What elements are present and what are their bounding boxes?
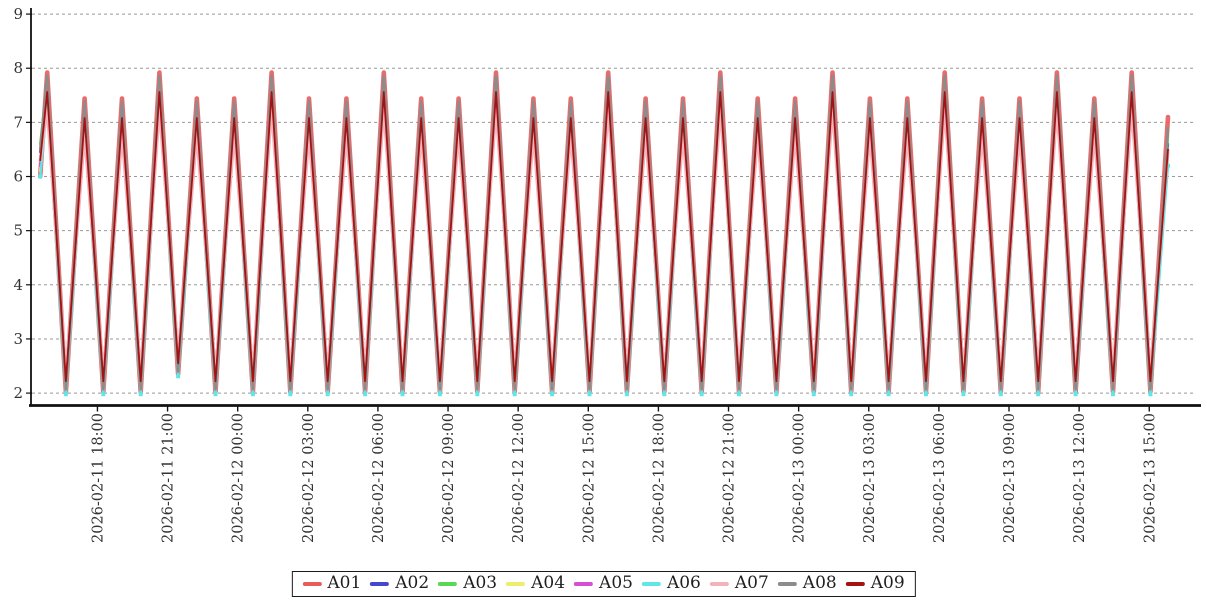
data-point-marker <box>886 392 891 397</box>
legend-line-swatch <box>302 581 322 586</box>
legend-line-swatch <box>574 581 594 586</box>
data-point-marker <box>213 392 218 397</box>
legend-item-a07: A07 <box>709 573 769 593</box>
x-tick-label: 2026-02-13 06:00 <box>932 413 948 543</box>
y-tick-label: 5 <box>13 222 23 240</box>
x-tick-label: 2026-02-12 00:00 <box>231 413 247 543</box>
legend-label: A05 <box>599 573 633 593</box>
data-point-marker <box>998 392 1003 397</box>
y-tick-labels: 2 3 4 5 6 7 8 9 <box>13 5 23 402</box>
legend-label: A01 <box>327 573 362 593</box>
legend-item-a03: A03 <box>438 575 497 592</box>
data-point-marker <box>1036 392 1041 397</box>
x-tick-label: 2026-02-13 00:00 <box>792 413 808 543</box>
data-point-marker <box>512 392 517 397</box>
data-point-marker <box>849 392 854 397</box>
data-point-marker <box>774 392 779 397</box>
data-point-marker <box>63 392 68 397</box>
legend-label: A02 <box>395 573 430 593</box>
legend-label: A04 <box>531 573 566 593</box>
x-tick-label: 2026-02-11 18:00 <box>90 413 106 543</box>
data-point-marker <box>363 392 368 397</box>
data-point-marker <box>699 392 704 397</box>
data-point-marker <box>737 392 741 397</box>
x-tick-label: 2026-02-12 09:00 <box>441 413 457 543</box>
x-tick-label: 2026-02-13 03:00 <box>862 413 878 543</box>
series-line-a09 <box>39 91 1169 383</box>
legend-line-swatch <box>438 581 458 586</box>
data-point-marker <box>1073 392 1078 397</box>
data-point-marker <box>961 392 966 397</box>
chart-legend: A01 A02 A03 A04 A05 A06 A07 A08 A09 <box>291 571 916 597</box>
x-tick-labels: 2026-02-11 18:00 2026-02-11 21:00 2026-02-… <box>90 406 1158 543</box>
data-point-marker <box>325 392 330 397</box>
legend-item-a08: A08 <box>777 573 837 593</box>
legend-label: A06 <box>666 573 701 593</box>
x-tick-label: 2026-02-12 12:00 <box>511 413 527 543</box>
legend-item-a01: A01 <box>302 575 361 592</box>
data-point-marker <box>437 392 442 397</box>
x-tick-label: 2026-02-12 03:00 <box>301 413 317 543</box>
x-tick-label: 2026-02-13 09:00 <box>1002 413 1018 543</box>
y-tick-label: 6 <box>13 168 23 186</box>
data-point-marker <box>176 374 181 379</box>
legend-line-swatch <box>506 581 526 586</box>
x-tick-label: 2026-02-12 06:00 <box>371 413 387 543</box>
data-point-marker <box>288 392 293 397</box>
data-point-marker <box>138 392 143 397</box>
y-tick-label: 2 <box>13 384 23 402</box>
data-point-marker <box>1111 392 1115 397</box>
legend-line-swatch <box>709 581 729 586</box>
data-point-marker <box>1148 392 1153 397</box>
legend-item-a02: A02 <box>370 575 429 592</box>
data-point-marker <box>101 392 106 397</box>
data-point-marker <box>250 392 255 397</box>
legend-label: A08 <box>802 573 837 593</box>
legend-label: A03 <box>463 573 498 593</box>
y-tick-label: 7 <box>13 113 23 131</box>
data-point-marker <box>38 174 43 179</box>
x-tick-label: 2026-02-12 18:00 <box>651 413 667 543</box>
legend-label: A09 <box>870 573 905 593</box>
y-tick-label: 8 <box>13 59 23 77</box>
y-tick-label: 9 <box>13 5 23 23</box>
data-point-marker <box>811 392 816 397</box>
legend-item-a05: A05 <box>574 575 633 592</box>
legend-line-swatch <box>777 581 797 586</box>
y-tick-label: 4 <box>13 276 23 294</box>
data-point-marker <box>624 392 629 397</box>
legend-line-swatch <box>845 581 865 586</box>
x-tick-label: 2026-02-11 21:00 <box>161 413 177 543</box>
data-point-marker <box>924 392 928 397</box>
y-tick-label: 3 <box>13 330 23 348</box>
data-point-marker <box>475 392 480 397</box>
data-point-marker <box>550 392 555 397</box>
x-tick-label: 2026-02-13 12:00 <box>1072 413 1088 543</box>
x-tick-label: 2026-02-13 15:00 <box>1142 413 1158 543</box>
legend-line-swatch <box>641 581 661 586</box>
x-tick-label: 2026-02-12 15:00 <box>581 413 597 543</box>
legend-item-a09: A09 <box>845 573 905 593</box>
legend-line-swatch <box>370 581 390 586</box>
data-point-marker <box>587 392 592 397</box>
legend-item-a04: A04 <box>506 575 565 592</box>
data-point-marker <box>400 392 405 397</box>
series-lines <box>37 70 1171 397</box>
legend-item-a06: A06 <box>641 573 701 593</box>
x-tick-label: 2026-02-12 21:00 <box>722 413 738 543</box>
data-point-marker <box>662 392 667 397</box>
legend-label: A07 <box>734 573 769 593</box>
